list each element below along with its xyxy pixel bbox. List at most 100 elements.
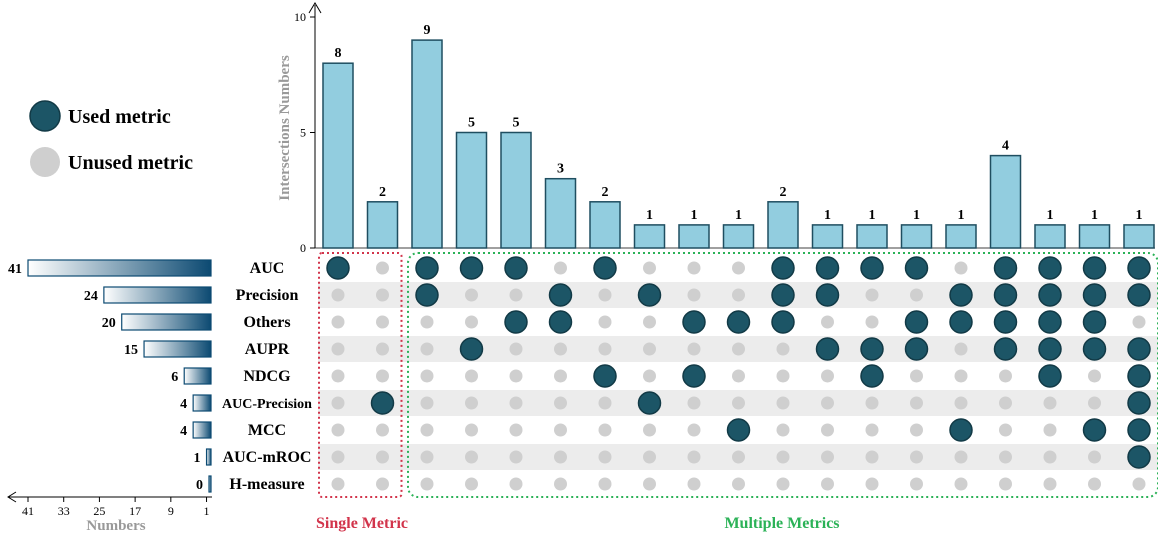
unused-metric-dot bbox=[465, 450, 478, 464]
unused-metric-dot bbox=[732, 396, 745, 410]
set-size-bar bbox=[103, 286, 212, 304]
used-metric-dot bbox=[637, 391, 662, 415]
unused-metric-dot bbox=[465, 369, 478, 383]
intersection-bar-label: 1 bbox=[735, 208, 742, 223]
used-metric-dot bbox=[1038, 364, 1062, 388]
unused-metric-dot bbox=[999, 450, 1012, 464]
unused-metric-dot bbox=[910, 450, 923, 464]
unused-metric-dot bbox=[554, 261, 567, 275]
intersection-bar bbox=[900, 224, 933, 249]
unused-metric-dot bbox=[732, 261, 745, 275]
used-metric-dot bbox=[815, 256, 840, 280]
unused-metric-dot bbox=[376, 261, 389, 275]
unused-metric-dot bbox=[465, 477, 478, 491]
intersection-bar-label: 9 bbox=[424, 23, 431, 38]
intersection-bar bbox=[544, 177, 577, 249]
used-metric-dot bbox=[1038, 256, 1062, 280]
set-size-bar bbox=[205, 448, 212, 466]
unused-metric-dot bbox=[643, 342, 656, 356]
unused-metric-dot bbox=[865, 450, 879, 464]
intersection-bar-label: 5 bbox=[513, 116, 520, 131]
set-size-value: 6 bbox=[171, 370, 178, 385]
set-size-value: 24 bbox=[84, 289, 98, 304]
set-name-label: AUC-mROC bbox=[223, 449, 312, 466]
legend-unused-label: Unused metric bbox=[68, 152, 193, 174]
unused-metric-dot bbox=[376, 477, 389, 491]
unused-metric-dot bbox=[1132, 477, 1146, 491]
unused-metric-dot bbox=[420, 396, 434, 410]
intersection-bar bbox=[678, 224, 710, 249]
unused-metric-dot bbox=[465, 423, 478, 437]
unused-metric-dot bbox=[420, 315, 434, 329]
intersection-bar-label: 1 bbox=[691, 208, 698, 223]
used-metric-dot bbox=[771, 256, 795, 280]
unused-metric-dot bbox=[420, 477, 434, 491]
intersection-bar-label: 2 bbox=[379, 185, 386, 200]
unused-metric-dot bbox=[509, 342, 523, 356]
unused-metric-dot bbox=[554, 423, 567, 437]
set-name-label: AUC-Precision bbox=[222, 397, 312, 412]
unused-metric-dot bbox=[331, 423, 345, 437]
unused-metric-dot bbox=[420, 450, 434, 464]
intersection-bar bbox=[1078, 224, 1111, 249]
intersection-bar-label: 1 bbox=[824, 208, 831, 223]
intersection-bar-label: 1 bbox=[958, 208, 965, 223]
unused-metric-dot bbox=[910, 288, 923, 302]
used-metric-dot bbox=[415, 283, 439, 307]
y-tick-label: 0 bbox=[300, 241, 306, 255]
y-tick-label: 5 bbox=[300, 126, 306, 140]
used-metric-dot bbox=[1127, 283, 1151, 307]
used-metric-dot bbox=[1082, 310, 1107, 334]
unused-metric-dot bbox=[821, 315, 834, 329]
intersection-bar bbox=[767, 201, 799, 249]
unused-metric-dot bbox=[1043, 450, 1057, 464]
unused-metric-dot bbox=[376, 369, 389, 383]
used-metric-dot bbox=[370, 391, 395, 415]
set-size-axis-label: Numbers bbox=[86, 518, 145, 534]
set-size-value: 41 bbox=[8, 262, 22, 277]
set-name-label: MCC bbox=[248, 422, 286, 439]
multiple-metrics-box bbox=[407, 252, 1158, 498]
used-metric-dot bbox=[1127, 256, 1151, 280]
unused-metric-dot bbox=[420, 369, 434, 383]
unused-metric-dot bbox=[554, 342, 567, 356]
unused-metric-dot bbox=[509, 477, 523, 491]
set-size-bar bbox=[143, 340, 212, 358]
unused-metric-dot bbox=[1043, 423, 1057, 437]
unused-metric-dot bbox=[465, 396, 478, 410]
intersection-bar-label: 4 bbox=[1002, 139, 1009, 154]
set-size-tick-label: 41 bbox=[22, 504, 34, 518]
intersection-bar bbox=[1123, 224, 1155, 249]
intersection-bar bbox=[945, 224, 977, 249]
y-axis-label: Intersections Numbers bbox=[277, 55, 293, 201]
intersection-bar bbox=[811, 224, 844, 249]
unused-metric-dot bbox=[509, 450, 523, 464]
unused-metric-dot bbox=[732, 342, 745, 356]
unused-metric-dot bbox=[954, 261, 968, 275]
intersection-bar bbox=[455, 131, 488, 249]
used-metric-dot bbox=[593, 364, 617, 388]
unused-metric-dot bbox=[687, 342, 701, 356]
used-metric-dot bbox=[771, 283, 795, 307]
unused-metric-dot bbox=[598, 315, 612, 329]
intersection-bar-label: 2 bbox=[780, 185, 787, 200]
unused-metric-dot bbox=[643, 450, 656, 464]
legend-used-label: Used metric bbox=[68, 106, 171, 128]
unused-metric-dot bbox=[954, 342, 968, 356]
unused-metric-dot bbox=[598, 477, 612, 491]
used-metric-dot bbox=[1127, 391, 1151, 415]
used-metric-dot bbox=[904, 256, 929, 280]
unused-metric-dot bbox=[554, 450, 567, 464]
unused-metric-dot bbox=[999, 423, 1012, 437]
unused-metric-dot bbox=[643, 261, 656, 275]
used-metric-dot bbox=[726, 310, 751, 334]
unused-metric-dot bbox=[598, 423, 612, 437]
intersection-bar bbox=[411, 39, 443, 249]
used-metric-dot bbox=[1082, 256, 1107, 280]
unused-metric-dot bbox=[954, 396, 968, 410]
set-size-bar bbox=[27, 259, 212, 277]
set-size-tick-label: 25 bbox=[93, 504, 105, 518]
unused-metric-dot bbox=[598, 396, 612, 410]
unused-metric-dot bbox=[821, 396, 834, 410]
